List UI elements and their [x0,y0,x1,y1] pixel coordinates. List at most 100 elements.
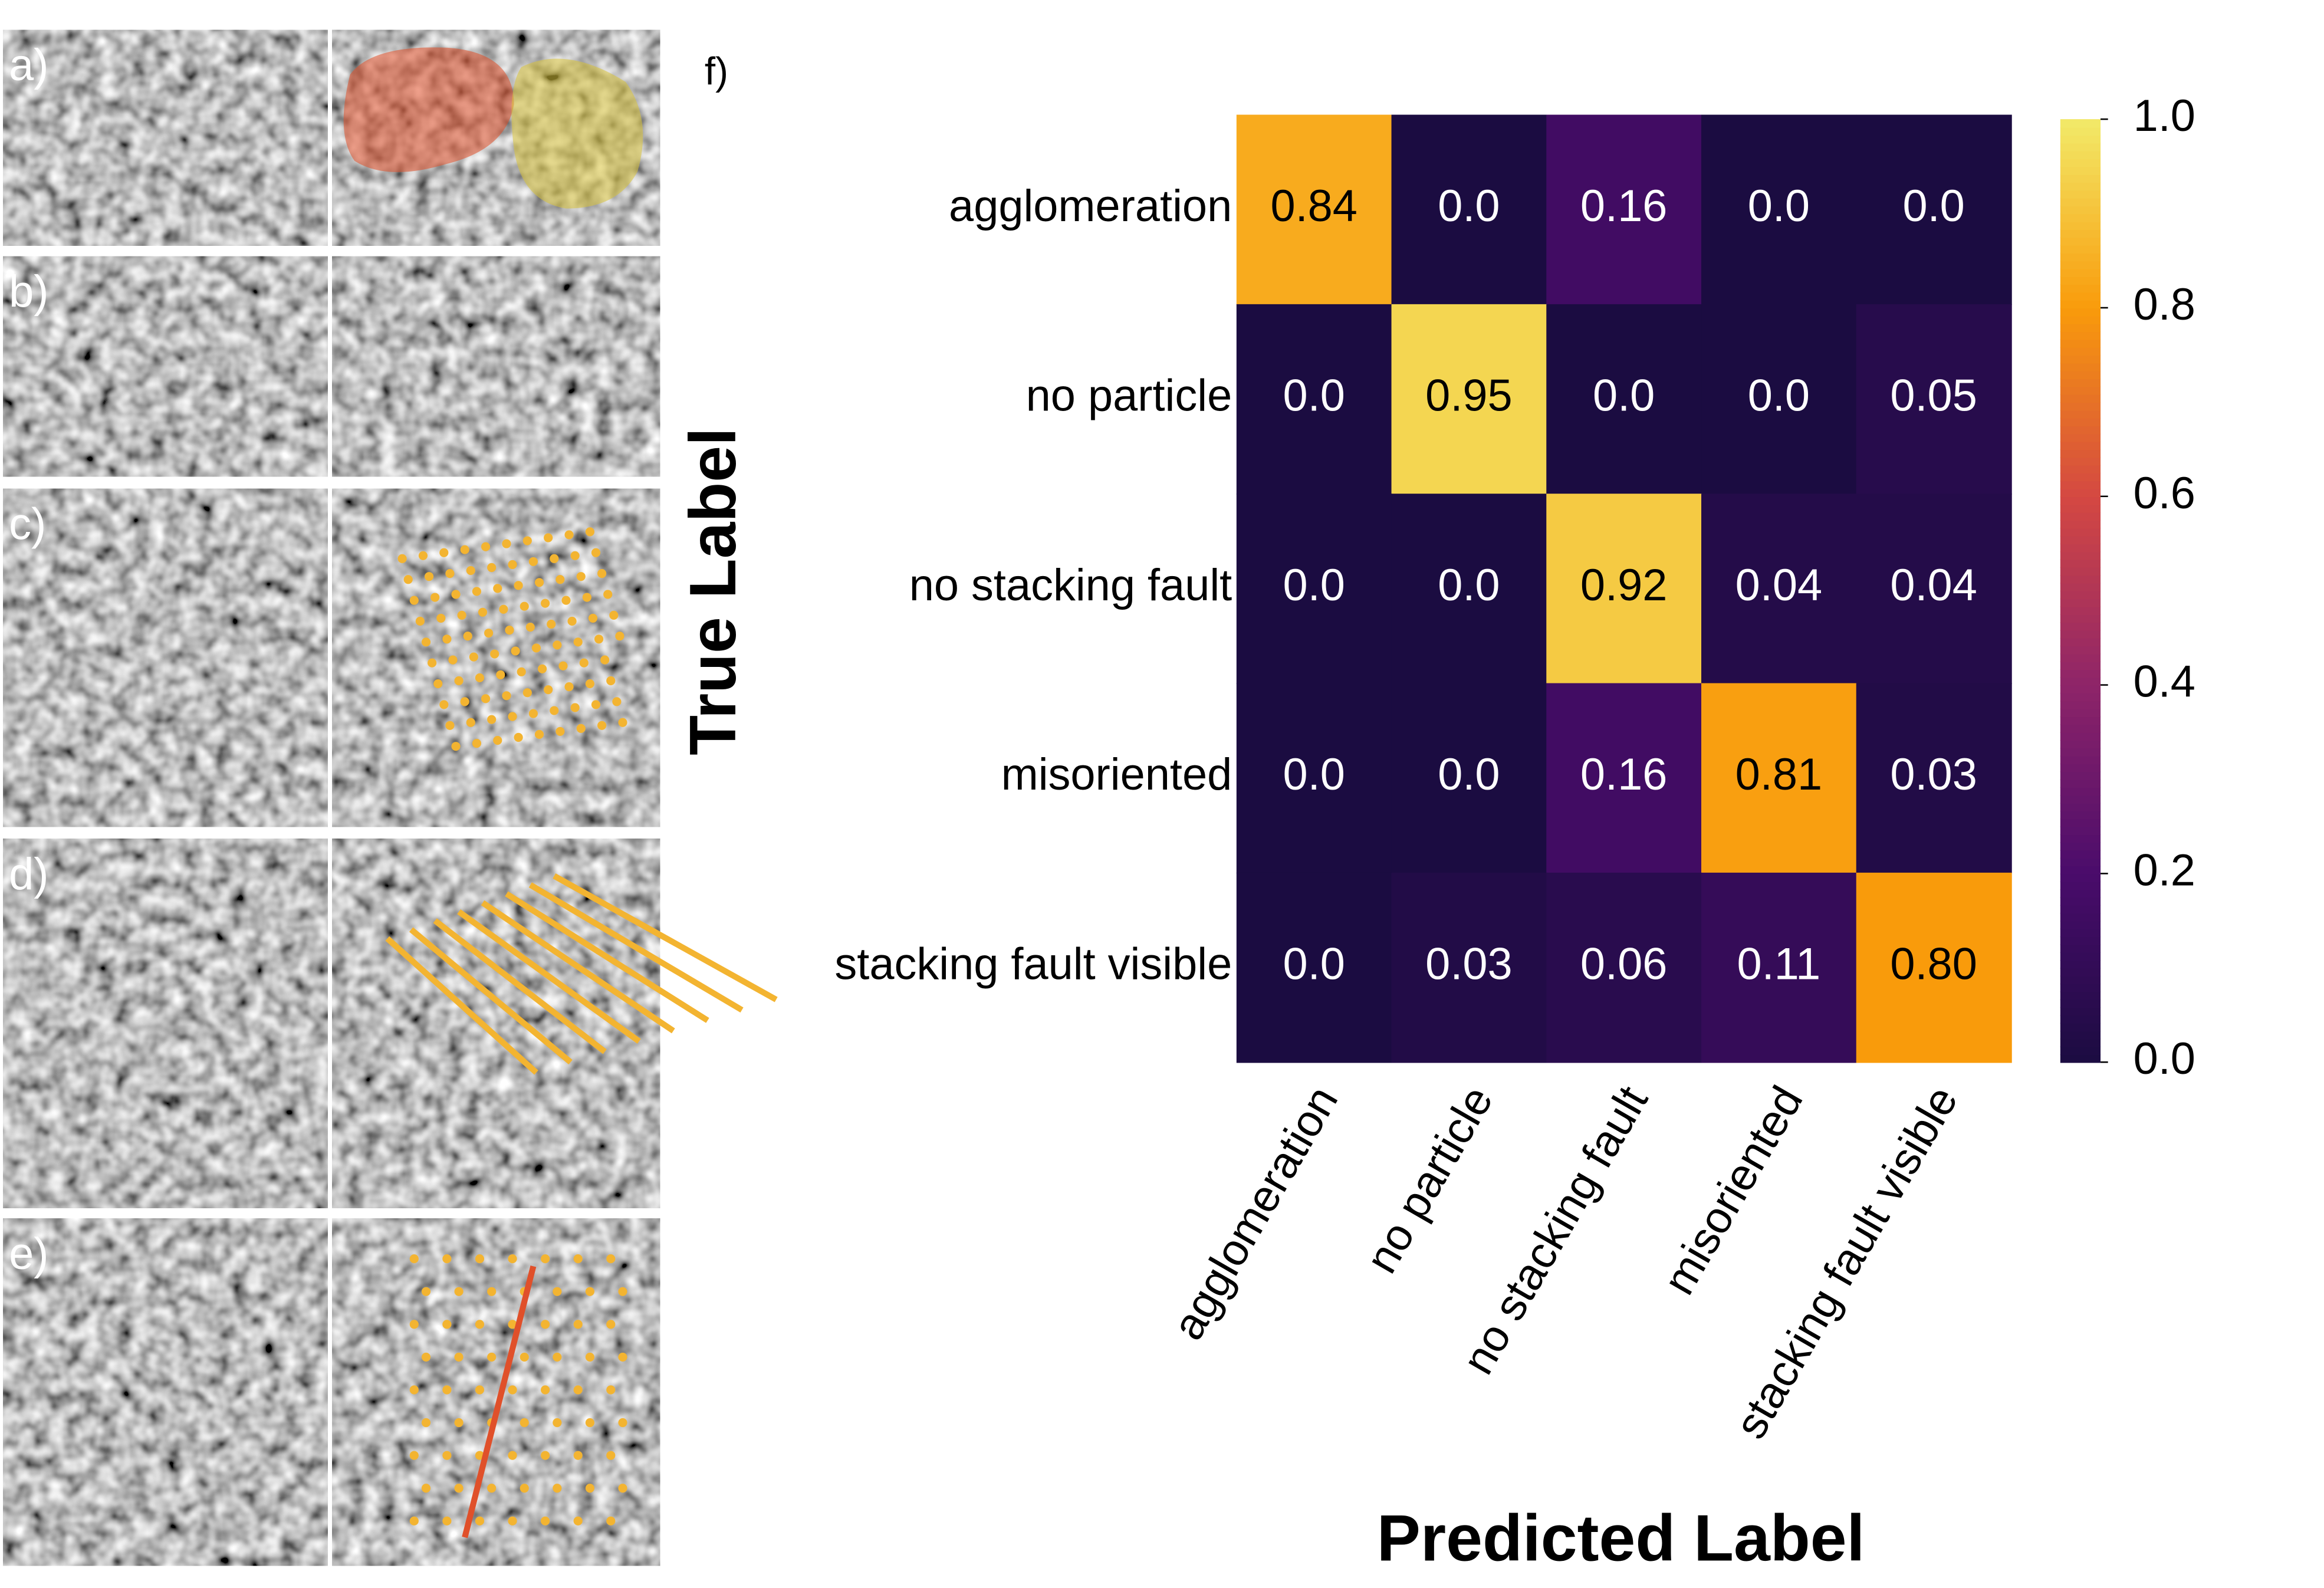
heatmap-cell [1391,683,1547,874]
colorbar-segment [2060,1030,2101,1040]
colorbar-segment [2060,512,2101,521]
colorbar-segment [2060,748,2101,757]
lattice-dot [457,610,466,620]
lattice-dot [463,632,472,641]
colorbar-segment [2060,292,2101,301]
lattice-dot [428,658,437,668]
lattice-dot [505,626,514,635]
heatmap-cell [1701,683,1858,874]
lattice-dot [442,1516,452,1525]
colorbar-segment [2060,716,2101,725]
colorbar-segment [2060,354,2101,364]
lattice-dot [433,679,443,689]
lattice-dot [409,1320,419,1329]
lattice-dot [585,527,594,537]
lattice-dot [502,691,511,701]
colorbar-segment [2060,897,2101,906]
lattice-line [433,918,607,1054]
lattice-dot [481,694,491,703]
lattice-dot [454,1287,464,1296]
lattice-dot [475,1254,485,1264]
lattice-dot [520,1418,529,1428]
tem-image [331,837,662,1209]
lattice-dot [553,1352,562,1362]
region-overlay [511,58,643,209]
cell-label: 0.03 [1890,749,1977,800]
lattice-dot [475,1320,485,1329]
lattice-dot [597,569,607,578]
colorbar-segment [2060,999,2101,1008]
colorbar-tick-label: 0.2 [2134,845,2195,895]
colorbar-segment [2060,645,2101,655]
lattice-dot [570,703,580,712]
lattice-dot [541,1254,550,1264]
colorbar-segment [2060,598,2101,607]
colorbar-segment [2060,810,2101,820]
colorbar-segment [2060,370,2101,380]
lattice-dot [528,557,538,566]
lattice-dot [541,1451,550,1460]
colorbar-tick-label: 0.8 [2134,280,2195,330]
colorbar-segment [2060,481,2101,489]
lattice-dot [553,640,562,650]
lattice-dot [541,599,550,608]
lattice-dot [454,1418,464,1428]
colorbar-segment [2060,158,2101,167]
lattice-dot [487,1287,497,1296]
colorbar-segment [2060,583,2101,591]
colorbar-segment [2060,606,2101,615]
heatmap-cell [1391,304,1547,495]
colorbar-segment [2060,1007,2101,1016]
colorbar-segment [2060,347,2101,356]
cell-label: 0.06 [1580,939,1667,989]
x-axis-title: Predicted Label [1377,1501,1865,1575]
lattice-dot [594,634,604,644]
lattice-dot [520,1484,529,1493]
lattice-dot [442,1320,452,1329]
lattice-dot [508,1320,517,1329]
colorbar-segment [2060,363,2101,371]
heatmap-cell [1701,872,1858,1063]
colorbar-segment [2060,866,2101,874]
lattice-dot [508,1451,517,1460]
cell-label: 0.0 [1283,560,1345,610]
heatmap-cell [1546,114,1702,305]
lattice-dot [606,1254,616,1264]
colorbar-segment [2060,779,2101,788]
lattice-dot [618,1352,627,1362]
lattice-dot [573,1320,583,1329]
lattice-dot [520,1352,529,1362]
lattice-dot [573,1385,583,1395]
cell-label: 0.0 [1748,181,1810,231]
lattice-dot [475,1516,485,1525]
colorbar-segment [2060,205,2101,215]
cell-label: 0.0 [1283,371,1345,421]
colorbar-segment [2060,315,2101,324]
cell-label: 0.0 [1438,749,1500,800]
heatmap-cell [1546,304,1702,495]
lattice-dot [451,742,461,751]
lattice-line [481,900,675,1034]
cell-label: 0.04 [1890,560,1977,610]
colorbar-segment [2060,410,2101,419]
colorbar-segment [2060,402,2101,411]
colorbar-segment [2060,661,2101,670]
y-tick-label: no particle [1026,371,1232,421]
lattice-dot [612,697,622,706]
colorbar-segment [2060,677,2101,686]
lattice-line [409,927,573,1065]
colorbar-segment [2060,252,2101,262]
colorbar-segment [2060,732,2101,741]
lattice-dot [439,548,449,557]
lattice-dot [511,646,520,656]
lattice-dot [544,685,553,695]
colorbar-segment [2060,771,2101,780]
colorbar-segment [2060,708,2101,718]
heatmap-cell [1391,114,1547,305]
panel-label: b) [9,267,48,317]
colorbar-segment [2060,692,2101,702]
lattice-dot [508,1385,517,1395]
lattice-dot [570,551,580,560]
lattice-dot [445,569,455,578]
panel-label: a) [9,40,48,90]
